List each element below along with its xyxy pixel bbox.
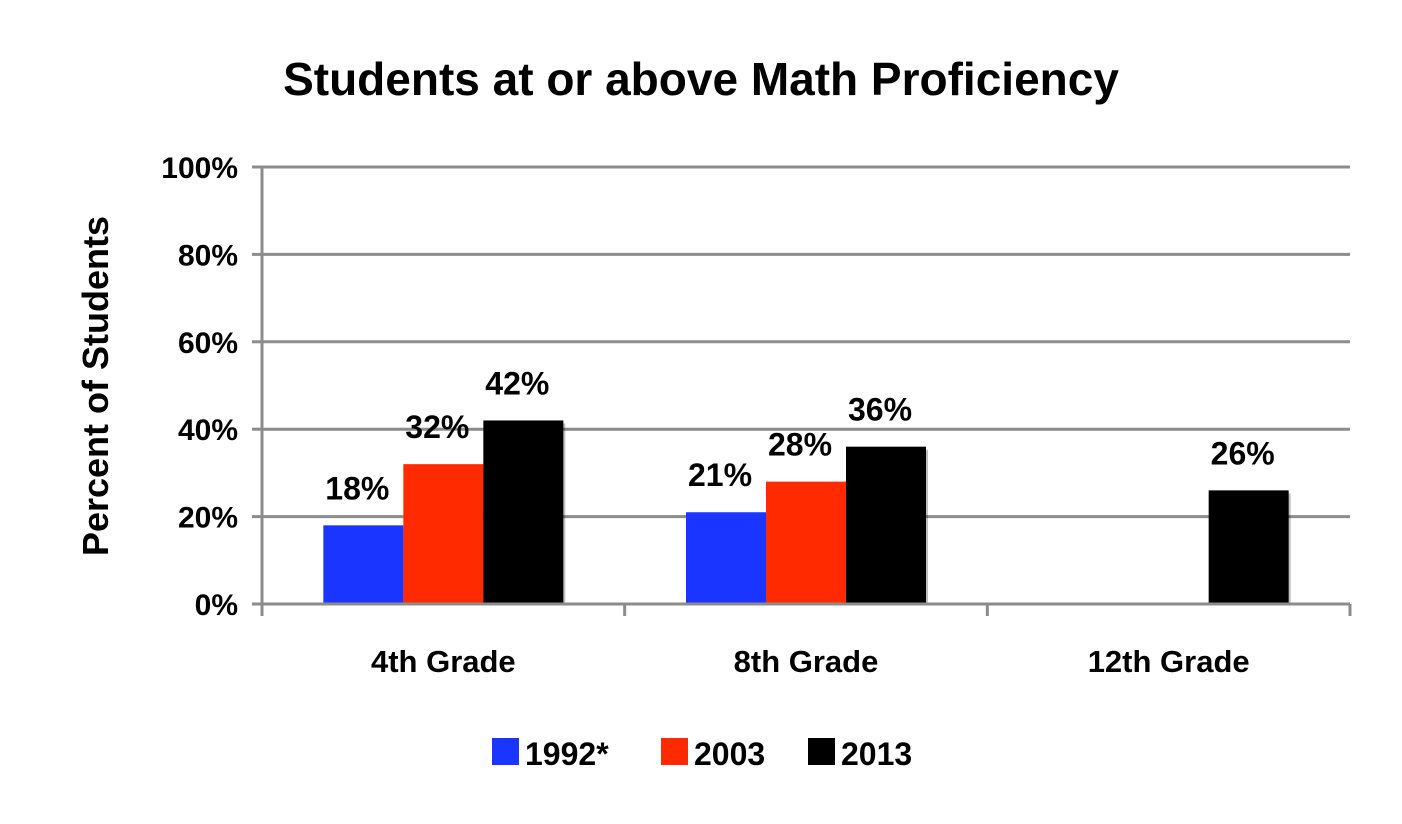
y-axis-title: Percent of Students bbox=[75, 216, 116, 556]
legend-swatch bbox=[661, 738, 688, 765]
data-label: 18% bbox=[325, 470, 389, 506]
bar bbox=[766, 481, 846, 604]
bar bbox=[846, 446, 926, 604]
y-tick-label: 80% bbox=[178, 239, 238, 272]
bar bbox=[403, 464, 484, 604]
y-tick-label: 20% bbox=[178, 502, 238, 535]
data-label: 21% bbox=[688, 457, 752, 493]
legend: 1992* 2003 2013 bbox=[492, 736, 912, 772]
y-tick-label: 100% bbox=[161, 152, 238, 185]
y-tick-label: 0% bbox=[195, 589, 238, 622]
legend-swatch bbox=[492, 738, 519, 765]
chart-title: Students at or above Math Proficiency bbox=[283, 53, 1119, 105]
data-label: 26% bbox=[1211, 435, 1275, 471]
data-labels: 18% 32% 42% 21% 28% 36% 26% bbox=[325, 365, 1274, 506]
x-category-label: 12th Grade bbox=[1088, 644, 1250, 679]
bar bbox=[483, 420, 564, 604]
x-category-label: 8th Grade bbox=[734, 644, 879, 679]
bar bbox=[1208, 490, 1289, 604]
y-tick-label: 60% bbox=[178, 327, 238, 360]
legend-label: 2003 bbox=[694, 736, 765, 772]
bar bbox=[686, 512, 766, 604]
legend-swatch bbox=[808, 738, 835, 765]
data-label: 42% bbox=[485, 365, 549, 401]
bar bbox=[323, 525, 404, 604]
data-label: 28% bbox=[768, 427, 832, 463]
legend-label: 2013 bbox=[841, 736, 912, 772]
bars bbox=[323, 420, 1291, 604]
axes: 0% 20% 40% 60% 80% 100% 4th Grade 8th Grade 12th… bbox=[161, 152, 1352, 679]
data-label: 36% bbox=[848, 392, 912, 428]
data-label: 32% bbox=[405, 409, 469, 445]
legend-label: 1992* bbox=[525, 736, 609, 772]
x-category-label: 4th Grade bbox=[371, 644, 516, 679]
y-tick-label: 40% bbox=[178, 414, 238, 447]
gridlines bbox=[262, 165, 1350, 519]
